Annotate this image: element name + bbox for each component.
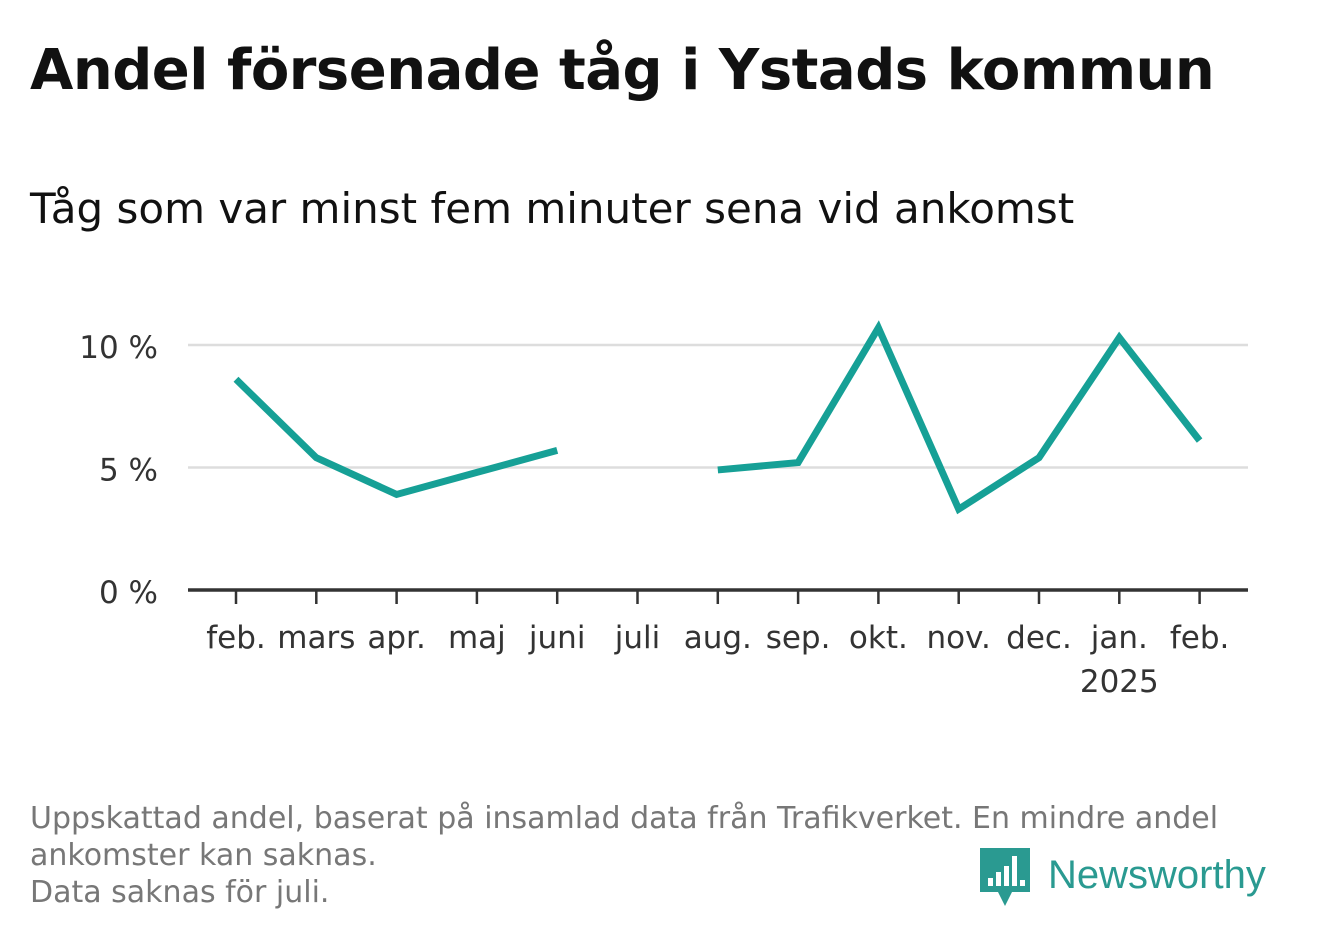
footnote-line-1: Uppskattad andel, baserat på insamlad da… [30, 801, 1219, 836]
series-line-segment [233, 376, 559, 499]
x-tick-label: juli [614, 620, 661, 656]
x-tick-label: mars [277, 620, 355, 656]
logo-text: Newsworthy [1048, 852, 1266, 897]
footnote-line-2: ankomster kan saknas. [30, 838, 377, 873]
y-tick-label: 0 % [99, 575, 158, 611]
x-tick-label: jan. [1090, 620, 1148, 656]
footnote-line-3: Data saknas för juli. [30, 875, 330, 910]
chart-title: Andel försenade tåg i Ystads kommun [30, 38, 1215, 103]
chart-subtitle: Tåg som var minst fem minuter sena vid a… [30, 184, 1075, 233]
x-tick-label: maj [448, 620, 506, 656]
x-tick-label: okt. [849, 620, 908, 656]
x-tick-label: nov. [926, 620, 990, 656]
y-tick-label: 10 % [79, 330, 158, 366]
series-line-segment [717, 320, 1203, 515]
x-tick-label: sep. [766, 620, 831, 656]
footnote: Uppskattad andel, baserat på insamlad da… [30, 800, 1280, 911]
x-tick-label: feb. [206, 620, 266, 656]
x-tick-label: aug. [684, 620, 752, 656]
x-tick-label: juni [528, 620, 586, 656]
x-year-label: 2025 [1080, 664, 1159, 700]
newsworthy-logo: Newsworthy [980, 848, 1266, 908]
line-chart: 0 % 5 % 10 % feb. mars apr. maj juni juli aug. sep… [79, 320, 1248, 700]
x-tick-label: feb. [1170, 620, 1230, 656]
y-tick-label: 5 % [99, 453, 158, 489]
x-tick-label: dec. [1006, 620, 1072, 656]
x-tick-label: apr. [367, 620, 425, 656]
newsworthy-bar-chart-icon [980, 848, 1030, 906]
